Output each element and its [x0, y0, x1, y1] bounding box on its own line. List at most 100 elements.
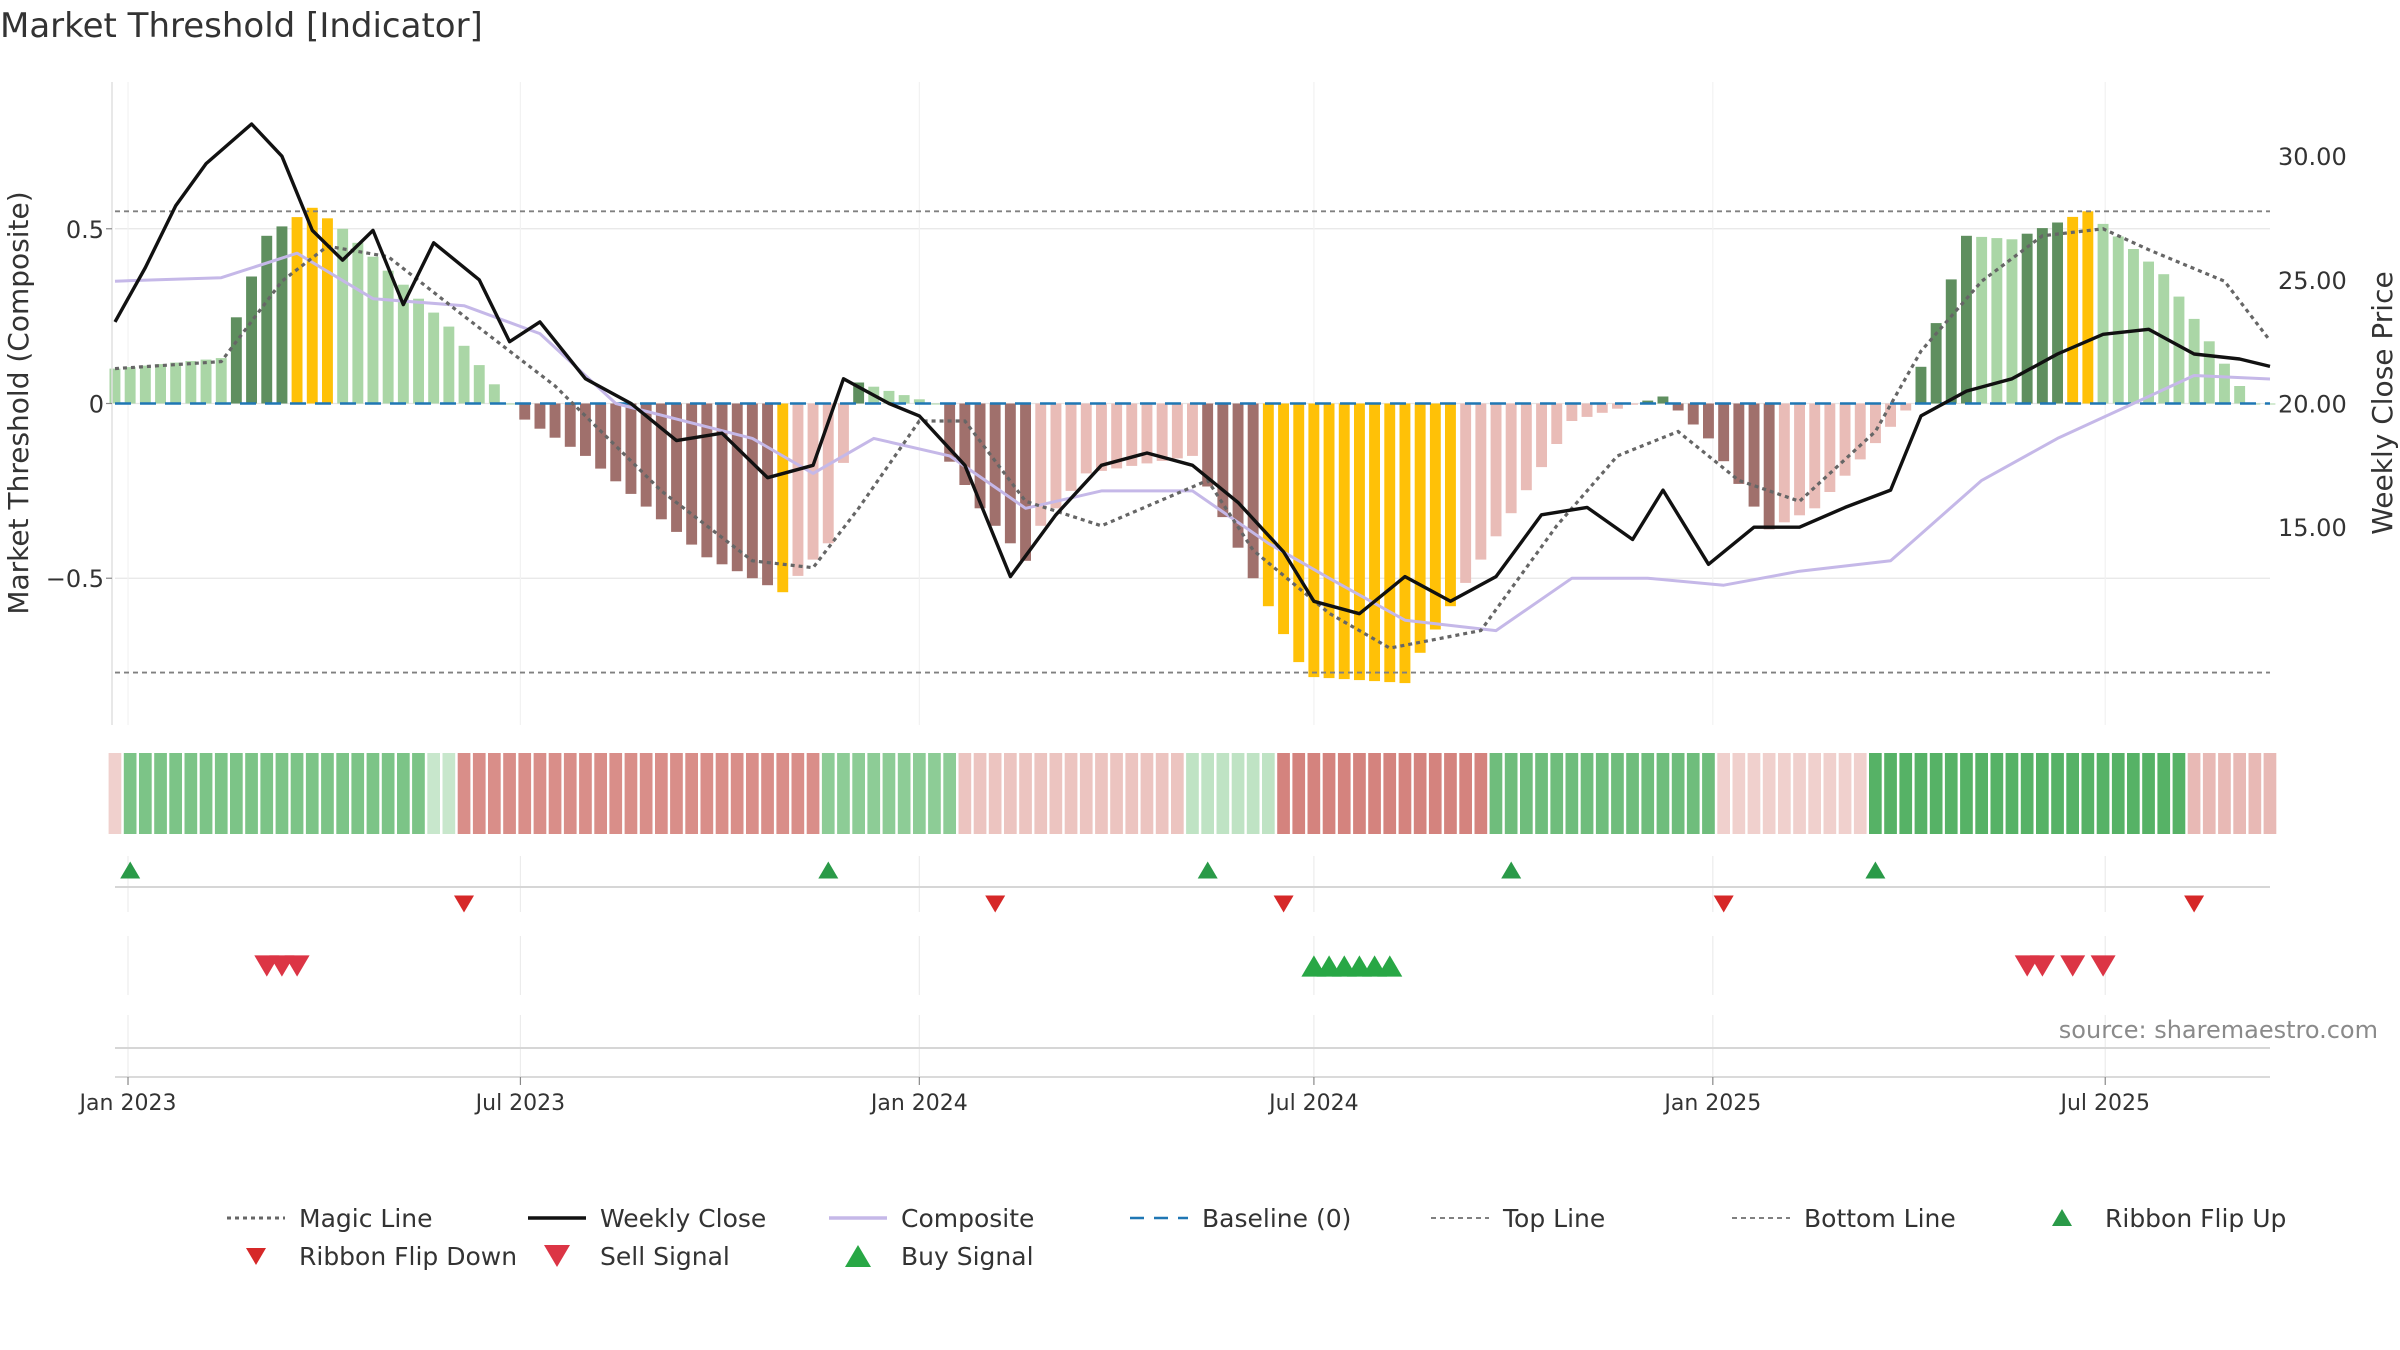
ribbon-cell — [2233, 753, 2246, 834]
threshold-bar — [1718, 403, 1730, 462]
threshold-bar — [1156, 403, 1168, 461]
threshold-bar — [1308, 403, 1320, 678]
ribbon-cell — [1808, 753, 1821, 834]
ribbon-cell — [2051, 753, 2064, 834]
legend-label: Baseline (0) — [1202, 1203, 1352, 1233]
threshold-bar — [1763, 403, 1775, 530]
legend-label: Bottom Line — [1804, 1203, 1956, 1233]
ribbon-cell — [1201, 753, 1214, 834]
legend-swatch — [845, 1245, 871, 1267]
threshold-bar — [276, 226, 288, 404]
legend-item: Composite — [827, 1200, 1034, 1236]
threshold-bar — [1839, 403, 1851, 476]
threshold-bar — [1809, 403, 1821, 509]
threshold-bar — [792, 403, 804, 576]
legend-swatch — [1130, 1216, 1188, 1220]
ribbon-cell — [1019, 753, 1032, 834]
ribbon-cell — [913, 753, 926, 834]
threshold-bar — [731, 403, 743, 572]
threshold-bar — [1915, 366, 1927, 404]
threshold-bar — [746, 403, 758, 579]
legend-swatch — [2052, 1209, 2072, 1226]
threshold-bar — [1976, 236, 1988, 404]
ribbon-flip-up-marker — [1865, 861, 1886, 879]
threshold-bar — [2021, 233, 2033, 404]
legend-label: Top Line — [1503, 1203, 1606, 1233]
ribbon-cell — [1353, 753, 1366, 834]
ribbon-cell — [366, 753, 380, 834]
ribbon-cell — [2202, 753, 2216, 834]
ribbon-cell — [1778, 753, 1791, 834]
threshold-bar — [2067, 216, 2079, 404]
threshold-bar — [1870, 403, 1881, 444]
ribbon-cell — [867, 753, 881, 834]
legend-label: Buy Signal — [901, 1241, 1034, 1271]
x-axis: Jan 2023 Jul 2023 Jan 2024 Jul 2024 Jan 2025… — [78, 1076, 2270, 1116]
ribbon-cell — [1079, 753, 1093, 834]
ribbon-cell — [988, 753, 1002, 834]
threshold-bar — [1551, 403, 1563, 444]
ribbon-cell — [1140, 753, 1154, 834]
ribbon-cell — [1641, 753, 1655, 834]
threshold-bar — [640, 403, 652, 507]
source-note: source: sharemaestro.com — [2059, 1016, 2378, 1044]
threshold-bar — [109, 368, 121, 404]
legend-label: Weekly Close — [600, 1203, 767, 1233]
legend-item: Ribbon Flip Down — [225, 1238, 517, 1274]
ribbon-cell — [2172, 753, 2186, 834]
ribbon-cell — [2142, 753, 2155, 834]
threshold-bar — [959, 403, 971, 485]
threshold-bar — [337, 228, 349, 404]
threshold-bar — [1232, 403, 1244, 548]
legend-item: Buy Signal — [827, 1238, 1034, 1274]
threshold-bar — [367, 256, 379, 404]
threshold-bar — [1141, 403, 1153, 464]
threshold-bar — [838, 403, 849, 463]
ribbon-cell — [1474, 753, 1488, 834]
ribbon-cell — [761, 753, 774, 834]
ribbon-cell — [214, 753, 228, 834]
ribbon-flip-down-marker — [2184, 895, 2205, 913]
threshold-bar — [1642, 400, 1654, 404]
right-tick-label: 30.00 — [2278, 143, 2347, 171]
ribbon-cell — [1626, 753, 1639, 834]
ribbon-panel — [108, 753, 2277, 834]
ribbon-cell — [1125, 753, 1139, 834]
left-axis-label: Market Threshold (Composite) — [2, 191, 35, 614]
threshold-bar — [1733, 403, 1745, 484]
ribbon-cell — [897, 753, 911, 834]
threshold-bar — [1278, 403, 1289, 635]
ribbon-cell — [1216, 753, 1230, 834]
legend-label: Composite — [901, 1203, 1035, 1233]
threshold-bar — [822, 403, 834, 544]
ribbon-cell — [1611, 753, 1624, 834]
threshold-bar — [1262, 403, 1274, 607]
threshold-bar — [2112, 236, 2124, 404]
ribbon-cell — [381, 753, 395, 834]
threshold-bar — [261, 235, 273, 404]
ribbon-cell — [1231, 753, 1245, 834]
x-tick-label: Jan 2025 — [1662, 1091, 1761, 1116]
left-tick-label: 0 — [89, 391, 104, 419]
threshold-bar — [1414, 403, 1426, 653]
ribbon-cell — [1838, 753, 1852, 834]
threshold-bar — [1900, 403, 1912, 411]
ribbon-cell — [1565, 753, 1579, 834]
ribbon-cell — [1004, 753, 1017, 834]
threshold-bar — [1171, 403, 1183, 459]
legend-swatch — [1732, 1217, 1790, 1219]
ribbon-cell — [670, 753, 683, 834]
ribbon-cell — [1246, 753, 1260, 834]
threshold-bar — [1080, 403, 1092, 474]
sell-signal-marker — [284, 955, 310, 977]
ribbon-cell — [1034, 753, 1048, 834]
legend-item: Sell Signal — [526, 1238, 730, 1274]
threshold-bar — [2219, 363, 2230, 404]
threshold-bar — [488, 384, 500, 404]
ribbon-cell — [1747, 753, 1761, 834]
threshold-bar — [1778, 403, 1790, 523]
buy-signal-marker — [1377, 955, 1403, 977]
threshold-bar — [124, 367, 136, 404]
threshold-bar — [1020, 403, 1031, 561]
ribbon-cell — [806, 753, 820, 834]
